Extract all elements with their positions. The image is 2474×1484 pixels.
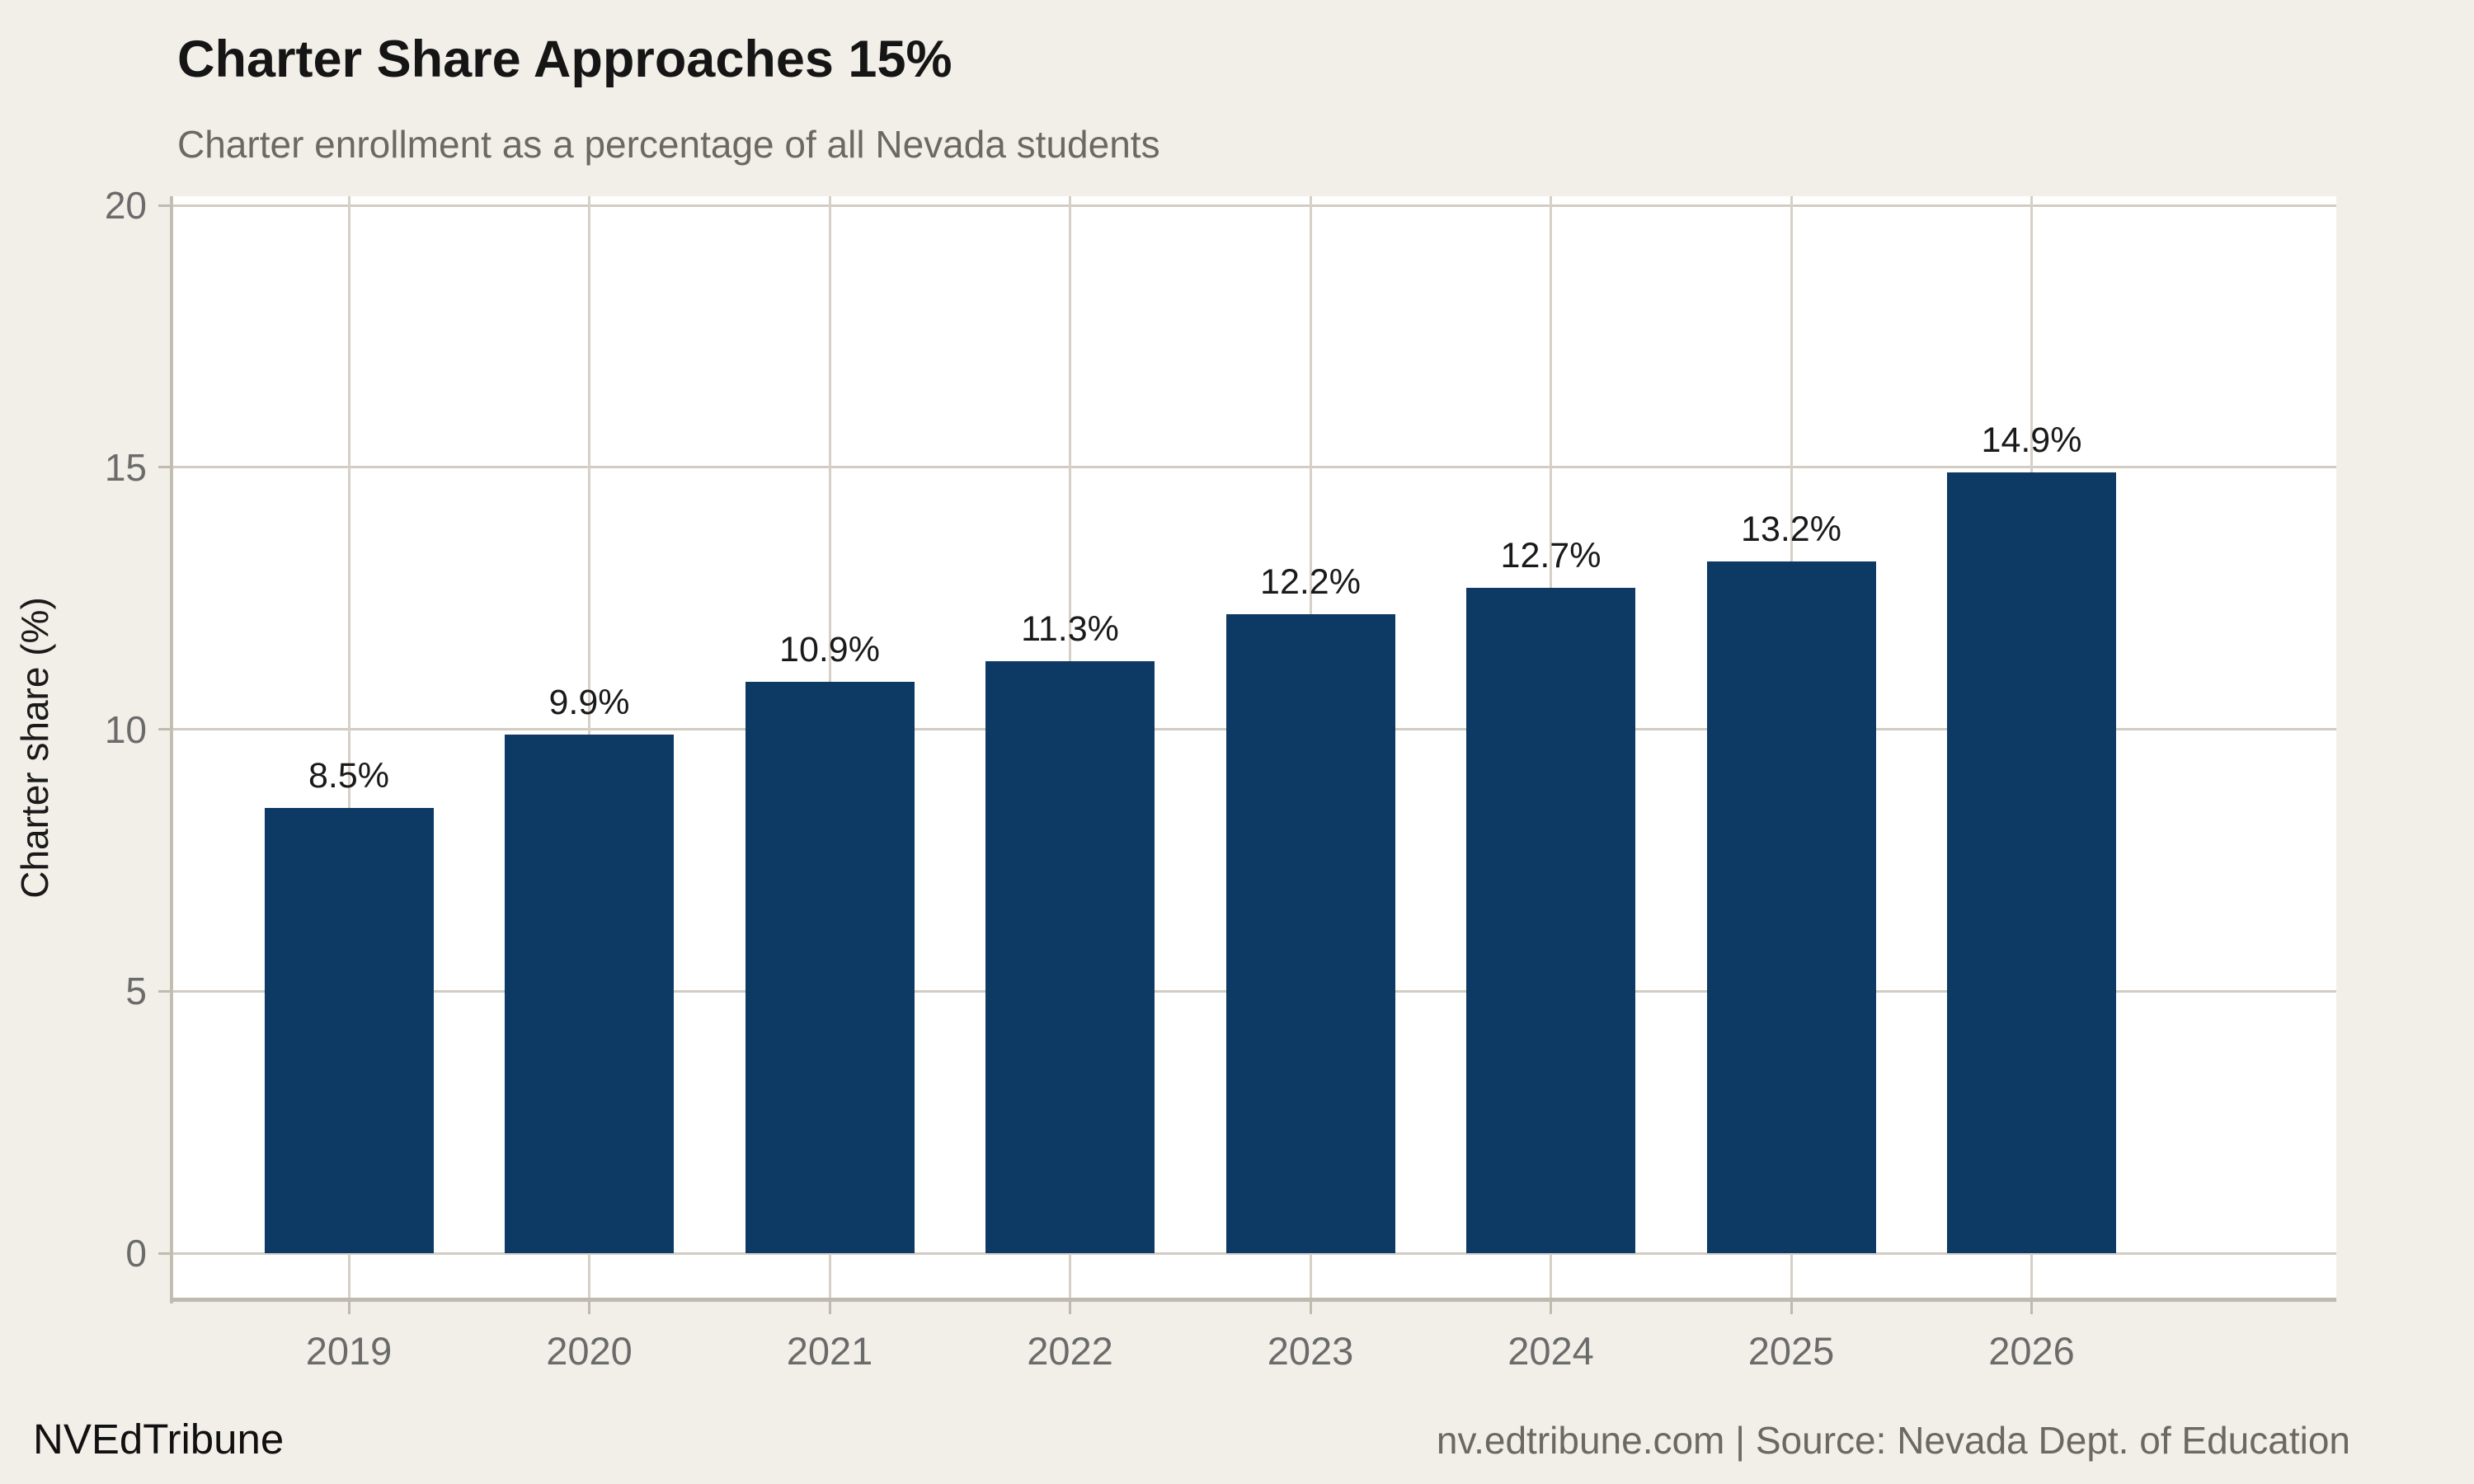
x-tick-2024 xyxy=(1550,1299,1552,1314)
bar-2020 xyxy=(505,734,674,1253)
x-tick-label-2025: 2025 xyxy=(1747,1329,1835,1373)
bar-2026 xyxy=(1947,472,2116,1253)
x-tick-2020 xyxy=(588,1299,590,1314)
bar-2024 xyxy=(1466,587,1635,1253)
footer-source: nv.edtribune.com | Source: Nevada Dept. … xyxy=(1436,1419,2350,1462)
bar-value-label-2026: 14.9% xyxy=(1981,420,2082,461)
x-tick-2019 xyxy=(347,1299,350,1314)
gridline-y-20 xyxy=(172,204,2336,207)
x-tick-2025 xyxy=(1790,1299,1793,1314)
x-tick-label-2024: 2024 xyxy=(1507,1329,1594,1373)
y-tick-15 xyxy=(158,466,172,469)
bar-2023 xyxy=(1225,613,1395,1253)
gridline-x-2019 xyxy=(347,196,350,1299)
footer-brand: NVEdTribune xyxy=(33,1416,285,1463)
x-tick-label-2021: 2021 xyxy=(786,1329,873,1373)
y-tick-label-20: 20 xyxy=(104,184,147,227)
y-tick-20 xyxy=(158,204,172,207)
x-tick-2022 xyxy=(1069,1299,1071,1314)
x-tick-2021 xyxy=(828,1299,831,1314)
chart-subtitle: Charter enrollment as a percentage of al… xyxy=(177,123,1160,166)
bar-2019 xyxy=(264,807,434,1253)
bar-value-label-2023: 12.2% xyxy=(1260,561,1361,602)
y-tick-label-10: 10 xyxy=(104,707,147,751)
chart-title: Charter Share Approaches 15% xyxy=(177,31,952,88)
bar-value-label-2025: 13.2% xyxy=(1741,510,1841,550)
bar-value-label-2019: 8.5% xyxy=(308,755,389,796)
x-tick-2026 xyxy=(2030,1299,2033,1314)
bar-2021 xyxy=(745,682,915,1253)
bar-value-label-2024: 12.7% xyxy=(1500,535,1602,575)
plot-area: 8.5% 9.9% 10.9% 11.3% 12.2% 12.7% 13.2% 14.9% xyxy=(172,196,2336,1299)
y-tick-0 xyxy=(158,1252,172,1255)
x-axis-line xyxy=(170,1298,2336,1302)
x-tick-label-2026: 2026 xyxy=(1988,1329,2075,1373)
x-tick-2023 xyxy=(1309,1299,1312,1314)
y-tick-label-15: 15 xyxy=(104,445,147,489)
y-axis-title: Charter share (%) xyxy=(13,597,56,899)
y-tick-10 xyxy=(158,728,172,730)
y-axis-line xyxy=(170,196,173,1303)
y-tick-label-5: 5 xyxy=(125,970,147,1013)
y-tick-5 xyxy=(158,989,172,993)
bar-value-label-2020: 9.9% xyxy=(548,682,630,722)
x-tick-label-2023: 2023 xyxy=(1267,1329,1354,1373)
bar-value-label-2022: 11.3% xyxy=(1021,608,1119,649)
gridline-y-15 xyxy=(172,466,2336,469)
x-tick-label-2020: 2020 xyxy=(546,1329,633,1373)
x-tick-label-2022: 2022 xyxy=(1027,1329,1113,1373)
bar-2022 xyxy=(985,660,1155,1253)
bar-value-label-2021: 10.9% xyxy=(779,630,880,670)
x-tick-label-2019: 2019 xyxy=(305,1329,393,1373)
gridline-y-0 xyxy=(172,1252,2336,1255)
bar-2025 xyxy=(1706,561,1876,1253)
y-tick-label-0: 0 xyxy=(125,1232,147,1275)
